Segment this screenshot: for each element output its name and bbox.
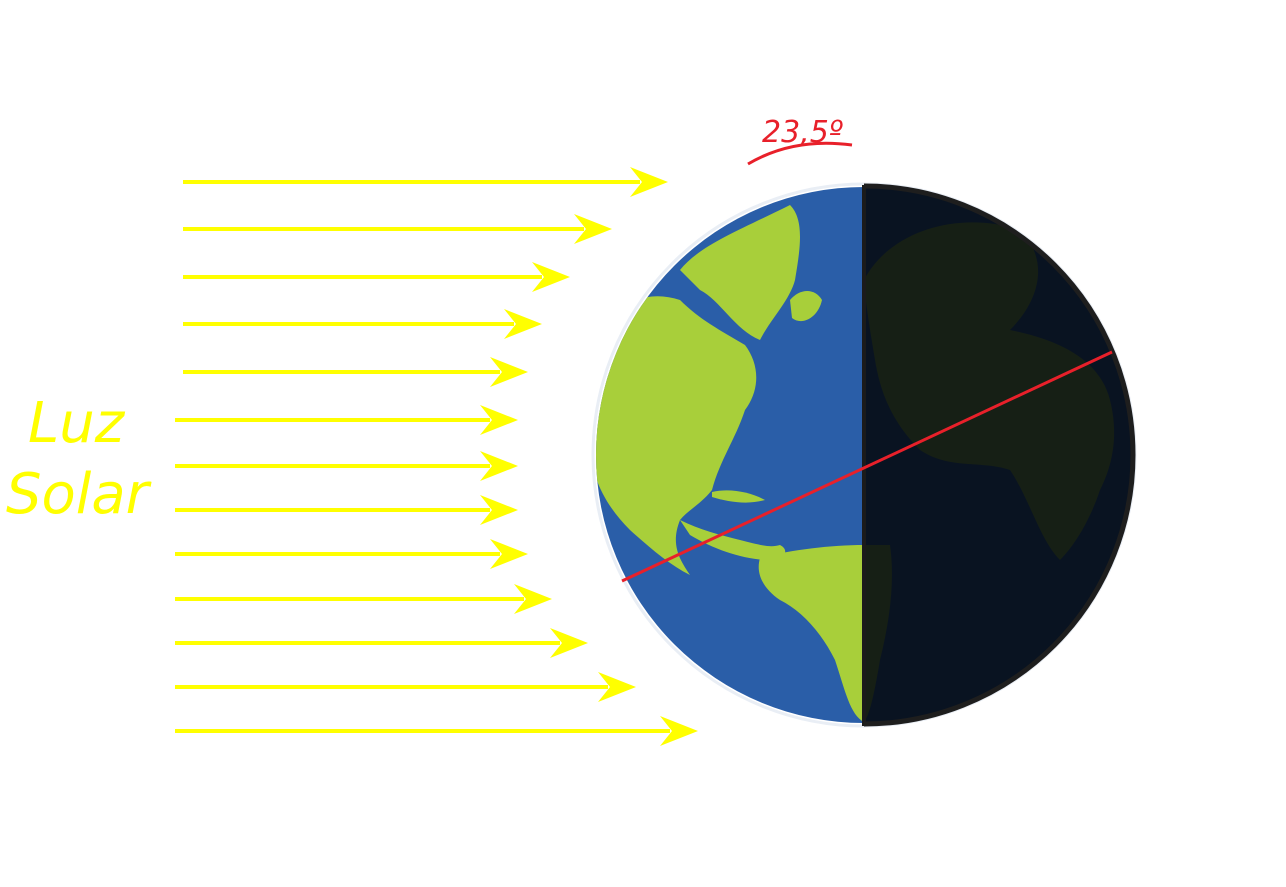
sun-ray-arrow-4 xyxy=(183,309,542,339)
sun-ray-arrow-7 xyxy=(175,451,518,481)
sun-ray-arrow-1 xyxy=(183,167,668,197)
sun-ray-arrow-11 xyxy=(175,628,588,658)
earth-globe-icon xyxy=(591,182,1137,728)
earth-axis-line xyxy=(621,350,1113,583)
sun-ray-arrow-10 xyxy=(175,584,552,614)
tilt-angle-label: 23,5º xyxy=(762,115,843,150)
sun-ray-arrow-9 xyxy=(175,539,528,569)
sun-ray-arrow-8 xyxy=(175,495,518,525)
sun-ray-arrow-12 xyxy=(175,672,636,702)
tilt-angle-arc xyxy=(747,141,853,166)
sun-ray-arrow-6 xyxy=(175,405,518,435)
sun-label-line-2: Solar xyxy=(6,462,152,527)
sun-rays xyxy=(175,167,698,746)
sun-label-line-1: Luz xyxy=(28,391,126,456)
night-outline xyxy=(864,183,1136,727)
sun-ray-arrow-5 xyxy=(183,357,528,387)
sun-ray-arrow-3 xyxy=(183,262,570,292)
sun-ray-arrow-13 xyxy=(175,716,698,746)
sun-ray-arrow-2 xyxy=(183,214,612,244)
